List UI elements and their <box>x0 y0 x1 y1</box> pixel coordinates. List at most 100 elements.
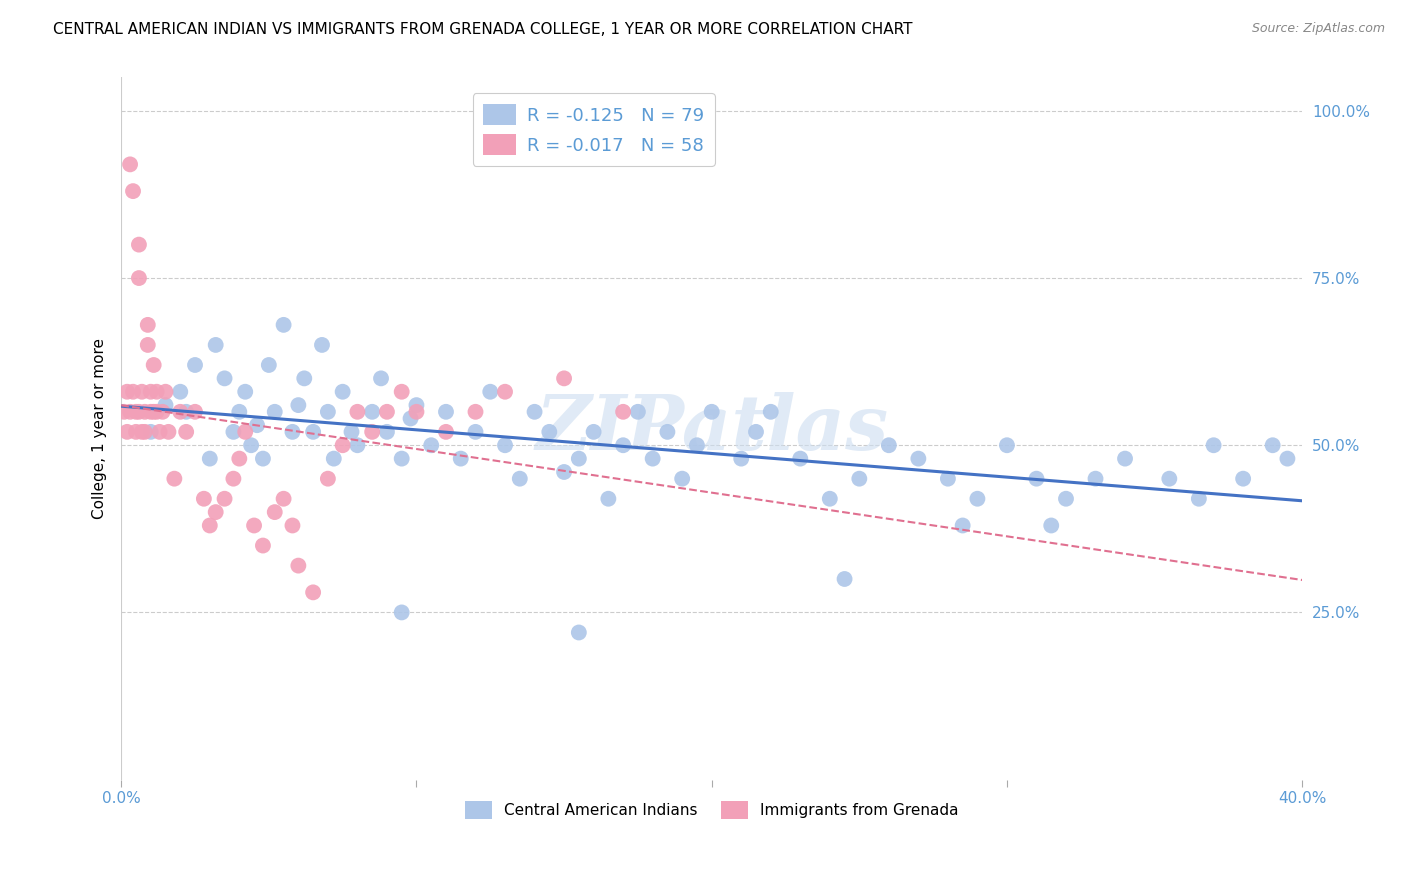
Point <box>907 451 929 466</box>
Point <box>346 438 368 452</box>
Point <box>509 472 531 486</box>
Point <box>1202 438 1225 452</box>
Point <box>370 371 392 385</box>
Point <box>657 425 679 439</box>
Point <box>340 425 363 439</box>
Point <box>214 371 236 385</box>
Point <box>128 405 150 419</box>
Point <box>115 384 138 399</box>
Point <box>598 491 620 506</box>
Point <box>302 425 325 439</box>
Point <box>287 398 309 412</box>
Point <box>553 465 575 479</box>
Point <box>311 338 333 352</box>
Point <box>120 405 142 419</box>
Point <box>332 384 354 399</box>
Point <box>391 451 413 466</box>
Point <box>246 418 269 433</box>
Point <box>1261 438 1284 452</box>
Point <box>149 425 172 439</box>
Point <box>553 371 575 385</box>
Point <box>281 425 304 439</box>
Point <box>405 398 427 412</box>
Point <box>139 425 162 439</box>
Point <box>142 358 165 372</box>
Point <box>671 472 693 486</box>
Y-axis label: College, 1 year or more: College, 1 year or more <box>93 338 107 519</box>
Point <box>125 425 148 439</box>
Point <box>494 384 516 399</box>
Point <box>966 491 988 506</box>
Point <box>434 425 457 439</box>
Point <box>568 451 591 466</box>
Point <box>730 451 752 466</box>
Point <box>228 451 250 466</box>
Text: ZIPatlas: ZIPatlas <box>536 392 889 466</box>
Point <box>263 505 285 519</box>
Point <box>142 405 165 419</box>
Point <box>139 384 162 399</box>
Point <box>399 411 422 425</box>
Point <box>450 451 472 466</box>
Point <box>222 425 245 439</box>
Point <box>405 405 427 419</box>
Point <box>568 625 591 640</box>
Point <box>848 472 870 486</box>
Point <box>233 425 256 439</box>
Point <box>257 358 280 372</box>
Point <box>128 271 150 285</box>
Point <box>494 438 516 452</box>
Text: Source: ZipAtlas.com: Source: ZipAtlas.com <box>1251 22 1385 36</box>
Point <box>204 338 226 352</box>
Point <box>612 438 634 452</box>
Point <box>198 451 221 466</box>
Point <box>834 572 856 586</box>
Point <box>464 425 486 439</box>
Point <box>759 405 782 419</box>
Point <box>139 405 162 419</box>
Point <box>287 558 309 573</box>
Point <box>361 425 384 439</box>
Point <box>391 384 413 399</box>
Point <box>316 472 339 486</box>
Point <box>243 518 266 533</box>
Point <box>1025 472 1047 486</box>
Point <box>193 491 215 506</box>
Point <box>157 425 180 439</box>
Point <box>131 384 153 399</box>
Point <box>818 491 841 506</box>
Point <box>252 539 274 553</box>
Point <box>134 405 156 419</box>
Point <box>375 425 398 439</box>
Point <box>641 451 664 466</box>
Point <box>222 472 245 486</box>
Point <box>169 384 191 399</box>
Point <box>115 425 138 439</box>
Point <box>228 405 250 419</box>
Point <box>420 438 443 452</box>
Point <box>263 405 285 419</box>
Point <box>789 451 811 466</box>
Point <box>292 371 315 385</box>
Point <box>122 384 145 399</box>
Point <box>995 438 1018 452</box>
Point <box>936 472 959 486</box>
Point <box>877 438 900 452</box>
Point <box>174 405 197 419</box>
Point <box>174 425 197 439</box>
Point <box>134 425 156 439</box>
Point <box>136 338 159 352</box>
Point <box>700 405 723 419</box>
Point <box>125 405 148 419</box>
Point <box>281 518 304 533</box>
Point <box>361 405 384 419</box>
Point <box>155 398 177 412</box>
Point <box>745 425 768 439</box>
Point <box>1084 472 1107 486</box>
Point <box>686 438 709 452</box>
Point <box>391 606 413 620</box>
Point <box>332 438 354 452</box>
Point <box>1159 472 1181 486</box>
Text: CENTRAL AMERICAN INDIAN VS IMMIGRANTS FROM GRENADA COLLEGE, 1 YEAR OR MORE CORRE: CENTRAL AMERICAN INDIAN VS IMMIGRANTS FR… <box>53 22 912 37</box>
Point <box>214 491 236 506</box>
